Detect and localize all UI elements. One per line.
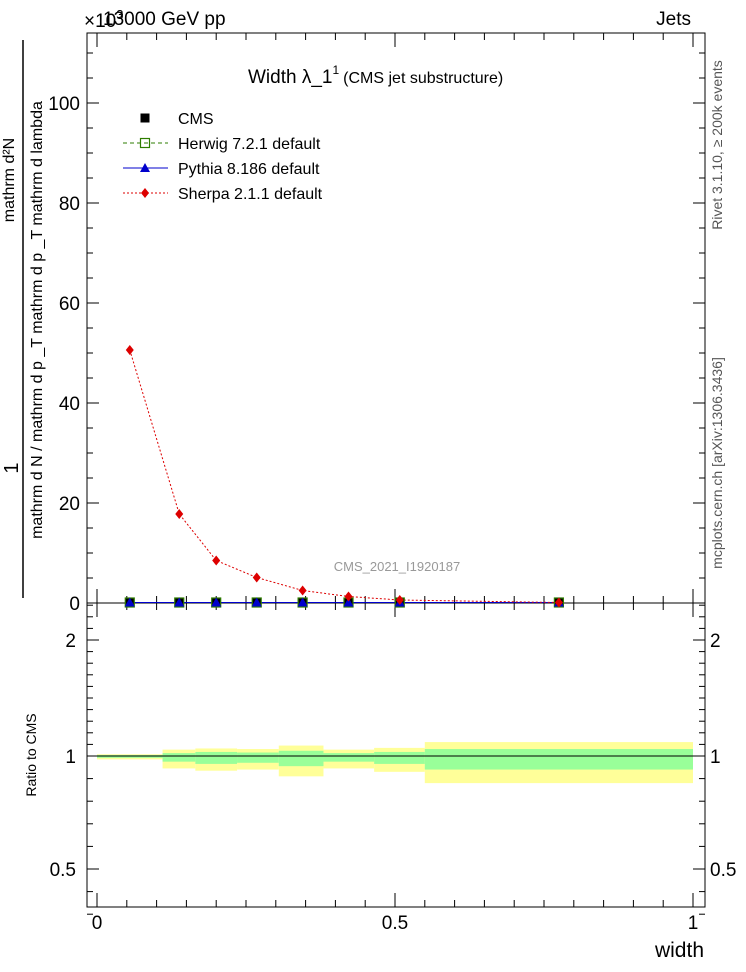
x-axis-label: width (654, 939, 704, 962)
series-3-point-2 (212, 555, 221, 566)
inner-band-bin-4 (278, 750, 324, 767)
legend-marker-1 (139, 137, 151, 149)
legend-marker-2 (140, 163, 150, 172)
y-axis-exponent: ×103 (84, 7, 123, 32)
ratio-ytick-label-left: 0.5 (50, 860, 76, 881)
legend-label-3: Sherpa 2.1.1 default (178, 186, 323, 203)
main-ytick-label: 20 (59, 494, 80, 515)
series-3-point-4 (298, 585, 307, 596)
ratio-xtick-label: 0 (92, 913, 103, 934)
ratio-xtick-label: 0.5 (382, 913, 408, 934)
inner-band-bin-1 (162, 753, 196, 762)
ratio-xtick-label: 1 (688, 913, 699, 934)
inner-band-bin-5 (323, 753, 375, 762)
main-ytick-label: 0 (69, 594, 80, 615)
ylabel-numerator: 1 (1, 462, 23, 473)
series-markers (124, 345, 565, 608)
main-ytick-label: 40 (59, 394, 80, 415)
legend-label-1: Herwig 7.2.1 default (178, 136, 321, 153)
chart-title: Width λ_11 (CMS jet substructure) (248, 63, 503, 88)
main-y-axis: 0 20 40 60 80 100 (48, 52, 705, 615)
inner-band-bin-2 (195, 751, 238, 764)
rivet-label: Rivet 3.1.10, ≥ 200k events (709, 60, 725, 230)
ratio-bands (97, 742, 693, 784)
legend-marker-0 (140, 113, 150, 123)
inner-band-bin-7 (424, 749, 693, 770)
ratio-ytick-label-left: 2 (65, 631, 76, 652)
series-line-3 (129, 349, 559, 603)
series-2-point-0 (124, 597, 135, 607)
series-3-point-1 (175, 509, 184, 519)
main-ytick-label: 60 (59, 294, 80, 315)
series-2-point-1 (174, 597, 185, 607)
legend-label-2: Pythia 8.186 default (178, 161, 320, 178)
ratio-ytick-label-left: 1 (65, 747, 76, 768)
main-y-axis-label: 1 mathrm d N / mathrm d p _T mathrm d p … (1, 40, 46, 598)
ylabel-main: mathrm d²N (1, 138, 18, 222)
series-3-point-7 (554, 597, 563, 608)
series-2-point-4 (297, 597, 308, 607)
series-lines (129, 349, 559, 603)
series-2-point-3 (251, 597, 262, 607)
inner-band-bin-3 (237, 752, 279, 763)
series-3-point-6 (395, 595, 404, 605)
series-2-point-5 (343, 597, 354, 607)
main-ytick-label: 100 (48, 94, 80, 115)
series-2-point-2 (211, 597, 222, 607)
main-x-axis (96, 33, 694, 603)
legend-marker-3 (141, 188, 149, 198)
legend: CMS Herwig 7.2.1 default Pythia 8.186 defa… (123, 111, 323, 203)
process-label: Jets (656, 9, 691, 30)
ratio-y-axis-label: Ratio to CMS (23, 713, 39, 796)
ratio-ytick-label-right: 1 (710, 747, 721, 768)
ratio-ytick-label-right: 0.5 (710, 860, 736, 881)
series-3-point-0 (125, 345, 134, 355)
ratio-y-axis: 0.5 0.5 1 1 2 2 (50, 604, 736, 915)
series-3-point-3 (252, 572, 261, 583)
inner-band-bin-6 (374, 751, 425, 764)
analysis-watermark: CMS_2021_I1920187 (334, 559, 461, 574)
ratio-x-axis: 0 0.5 1 (92, 603, 699, 934)
site-label: mcplots.cern.ch [arXiv:1306.3436] (709, 357, 725, 569)
ratio-ytick-label-right: 2 (710, 631, 721, 652)
legend-label-0: CMS (178, 111, 214, 128)
series-3-point-5 (344, 591, 353, 602)
ylabel-denominator: mathrm d N / mathrm d p _T mathrm d p _T… (29, 101, 46, 539)
main-ytick-label: 80 (59, 194, 80, 215)
energy-label: 13000 GeV pp (103, 9, 226, 30)
